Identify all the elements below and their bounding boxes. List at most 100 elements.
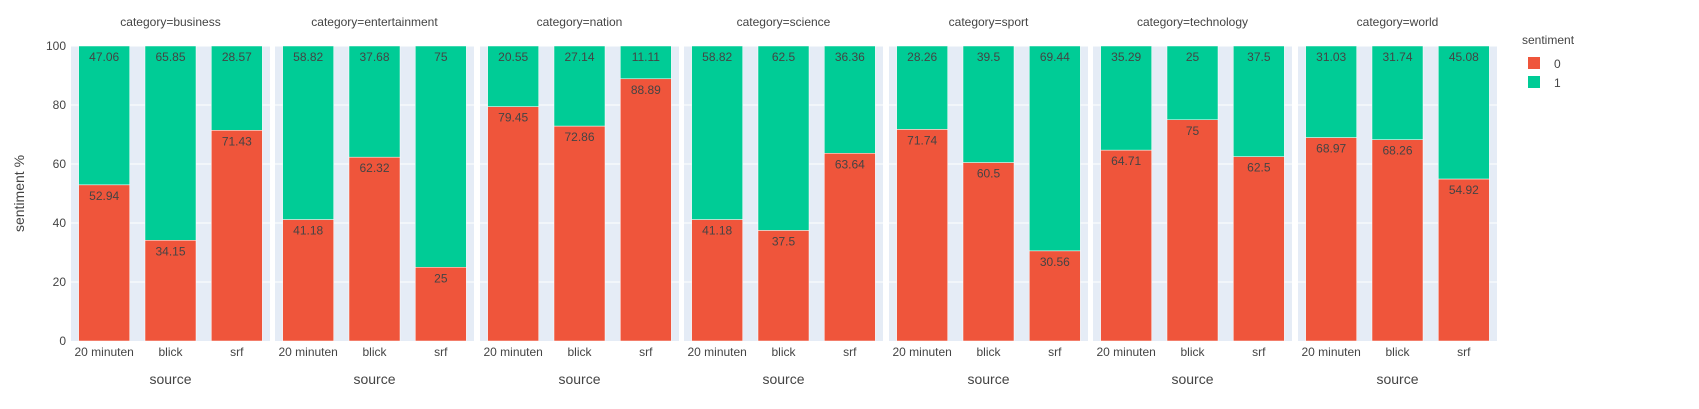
bar-sentiment-0 [211, 130, 263, 342]
data-label: 79.45 [498, 111, 528, 125]
data-label: 54.92 [1449, 183, 1479, 197]
facet-title: category=business [120, 15, 220, 29]
bar-sentiment-0 [757, 230, 810, 342]
bar-sentiment-1 [487, 45, 539, 107]
facet-title: category=sport [949, 15, 1029, 29]
bar-sentiment-1 [211, 45, 263, 131]
x-tick-label: srf [230, 345, 244, 359]
bar-sentiment-1 [620, 45, 672, 80]
data-label: 63.64 [835, 157, 865, 171]
bar-sentiment-0 [1438, 178, 1490, 342]
bar-sentiment-1 [553, 45, 606, 127]
bar-sentiment-1 [1029, 45, 1081, 252]
facet-title: category=entertainment [311, 15, 438, 29]
bar-sentiment-0 [553, 125, 606, 342]
bar-sentiment-0 [1233, 156, 1285, 342]
bar-sentiment-1 [1438, 45, 1490, 180]
x-tick-label: srf [1457, 345, 1471, 359]
bar-sentiment-1 [282, 45, 334, 220]
x-axis-title: source [558, 371, 600, 387]
data-label: 28.57 [222, 50, 252, 64]
bar-sentiment-0 [1166, 119, 1219, 342]
bar-sentiment-1 [896, 45, 948, 130]
x-tick-label: blick [567, 345, 592, 359]
data-label: 62.32 [359, 161, 389, 175]
legend-title: sentiment [1522, 33, 1575, 47]
data-label: 30.56 [1040, 255, 1070, 269]
data-label: 88.89 [631, 83, 661, 97]
bar-sentiment-1 [962, 45, 1015, 163]
bar-sentiment-0 [824, 153, 876, 342]
y-tick-label: 40 [53, 216, 67, 230]
data-label: 58.82 [702, 50, 732, 64]
data-label: 37.5 [772, 234, 796, 248]
data-label: 34.15 [155, 244, 185, 258]
x-tick-label: srf [639, 345, 653, 359]
legend-label: 1 [1554, 76, 1561, 90]
bar-sentiment-0 [620, 78, 672, 342]
x-tick-label: blick [1385, 345, 1410, 359]
y-tick-label: 100 [46, 39, 66, 53]
data-label: 37.68 [359, 50, 389, 64]
bar-sentiment-1 [144, 45, 197, 241]
data-label: 52.94 [89, 189, 119, 203]
legend-label: 0 [1554, 57, 1561, 71]
data-label: 60.5 [977, 167, 1001, 181]
y-tick-label: 20 [53, 275, 67, 289]
data-label: 31.03 [1316, 50, 1346, 64]
bar-sentiment-1 [1100, 45, 1152, 151]
x-axis-title: source [1376, 371, 1418, 387]
data-label: 27.14 [564, 50, 594, 64]
bar-sentiment-0 [78, 184, 130, 342]
y-tick-label: 60 [53, 157, 67, 171]
bar-sentiment-0 [1029, 250, 1081, 342]
x-axis-title: source [353, 371, 395, 387]
data-label: 65.85 [155, 50, 185, 64]
data-label: 58.82 [293, 50, 323, 64]
x-axis-title: source [1171, 371, 1213, 387]
bar-sentiment-1 [757, 45, 810, 231]
bar-sentiment-0 [896, 129, 948, 342]
data-label: 75 [434, 50, 448, 64]
bar-sentiment-1 [824, 45, 876, 154]
facet-title: category=world [1357, 15, 1439, 29]
x-tick-label: blick [976, 345, 1001, 359]
bar-sentiment-0 [348, 156, 401, 342]
x-tick-label: srf [843, 345, 857, 359]
bar-sentiment-1 [691, 45, 743, 220]
data-label: 36.36 [835, 50, 865, 64]
x-tick-label: blick [158, 345, 183, 359]
bar-sentiment-1 [348, 45, 401, 158]
data-label: 25 [1186, 50, 1200, 64]
data-label: 45.08 [1449, 50, 1479, 64]
bar-sentiment-0 [1371, 139, 1424, 342]
bar-sentiment-0 [144, 240, 197, 342]
bar-sentiment-1 [1371, 45, 1424, 140]
facet-title: category=science [737, 15, 831, 29]
data-label: 71.74 [907, 133, 937, 147]
data-label: 25 [434, 271, 448, 285]
data-label: 75 [1186, 124, 1200, 138]
bar-sentiment-0 [1100, 149, 1152, 342]
bar-sentiment-0 [691, 219, 743, 342]
x-tick-label: blick [362, 345, 387, 359]
data-label: 20.55 [498, 50, 528, 64]
data-label: 69.44 [1040, 50, 1070, 64]
data-label: 64.71 [1111, 154, 1141, 168]
y-axis-title: sentiment % [11, 155, 27, 232]
bar-sentiment-0 [487, 106, 539, 342]
bar-sentiment-1 [1166, 45, 1219, 120]
bar-sentiment-0 [415, 267, 467, 342]
bar-sentiment-0 [962, 162, 1015, 342]
data-label: 37.5 [1247, 50, 1271, 64]
x-tick-label: 20 minuten [74, 345, 133, 359]
data-label: 39.5 [977, 50, 1001, 64]
legend-swatch [1528, 57, 1540, 69]
data-label: 68.26 [1382, 144, 1412, 158]
data-label: 47.06 [89, 50, 119, 64]
facet-title: category=technology [1137, 15, 1248, 29]
data-label: 11.11 [632, 50, 661, 64]
data-label: 35.29 [1111, 50, 1141, 64]
